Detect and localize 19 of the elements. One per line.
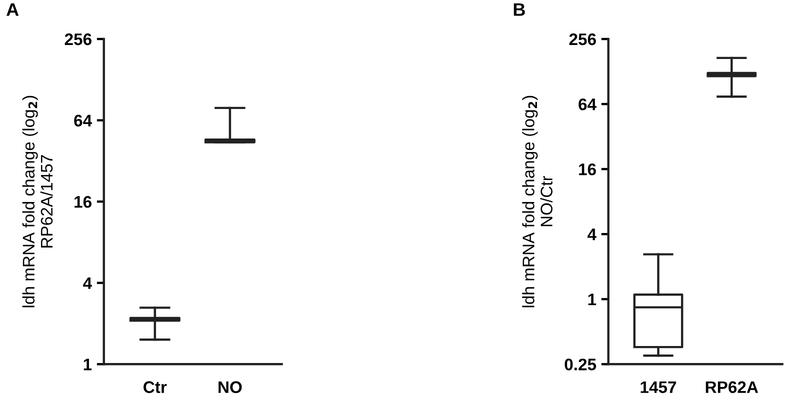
x-tick-label: 1457 — [640, 381, 676, 394]
chart-title: A — [6, 3, 19, 16]
text: ldh mRNA fold change (log$_{2}$) NO/Ctr — [522, 96, 552, 308]
x-tick-label: Ctr — [144, 381, 167, 394]
y-tick-label: 256 — [64, 33, 92, 46]
y-tick-label: 64 — [74, 114, 92, 126]
y-tick-label: 1 — [588, 294, 596, 306]
y-tick-label: 0.25 — [564, 358, 596, 370]
y-tick-label: 4 — [83, 277, 92, 289]
text: ldh mRNA fold change (log$_{2}$) RP62A/1457 — [22, 96, 53, 308]
y-tick-label: 64 — [578, 98, 596, 110]
chart-title: B — [514, 3, 525, 16]
y-tick-label: 16 — [579, 163, 596, 176]
x-tick-label: RP62A — [706, 381, 758, 394]
x-tick-label: NO — [218, 381, 242, 394]
y-tick-label: 16 — [74, 196, 92, 208]
y-tick-label: 1 — [84, 358, 92, 370]
y-tick-label: 4 — [588, 228, 596, 240]
y-tick-label: 256 — [569, 33, 596, 46]
